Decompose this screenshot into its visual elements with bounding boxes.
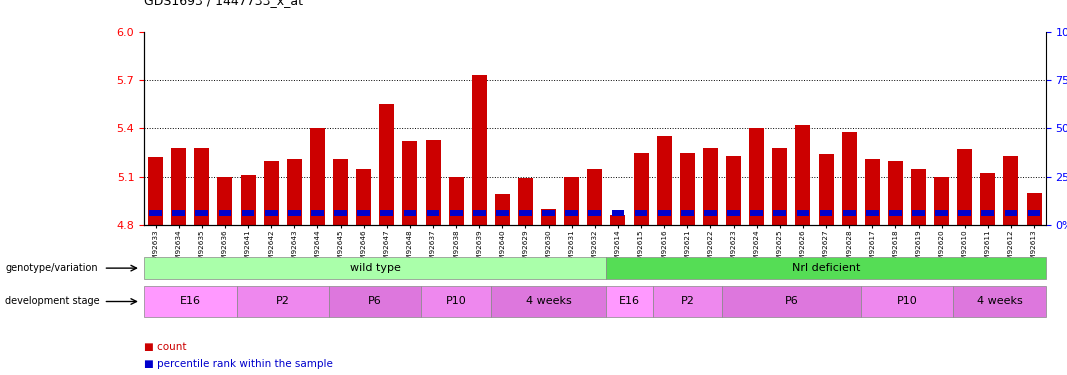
Bar (520, 210, 531, 216)
Bar (864, 159, 880, 225)
Bar (312, 210, 323, 216)
Bar (334, 210, 347, 216)
Text: 4 weeks: 4 weeks (526, 297, 572, 306)
Text: wild type: wild type (350, 263, 401, 273)
Bar (264, 160, 278, 225)
Bar (403, 210, 416, 216)
Bar (1028, 210, 1040, 216)
Text: ■ percentile rank within the sample: ■ percentile rank within the sample (144, 359, 333, 369)
Bar (450, 210, 462, 216)
Bar (797, 210, 809, 216)
Bar (589, 210, 601, 216)
Bar (496, 210, 509, 216)
Bar (958, 210, 971, 216)
Bar (541, 209, 556, 225)
Bar (934, 177, 950, 225)
Bar (357, 210, 370, 216)
Bar (635, 210, 648, 216)
Bar (427, 210, 440, 216)
Bar (402, 141, 417, 225)
Bar (818, 154, 833, 225)
Bar (1026, 193, 1041, 225)
Text: E16: E16 (179, 297, 201, 306)
Bar (982, 210, 994, 216)
Bar (774, 210, 786, 216)
Bar (680, 153, 695, 225)
Text: P6: P6 (368, 297, 382, 306)
Bar (517, 178, 534, 225)
Bar (842, 132, 857, 225)
Bar (240, 175, 256, 225)
Bar (566, 210, 578, 216)
Bar (912, 210, 925, 216)
Bar (728, 210, 739, 216)
Bar (773, 148, 787, 225)
Bar (265, 210, 277, 216)
Bar (658, 210, 670, 216)
Bar (795, 125, 811, 225)
Bar (957, 149, 972, 225)
Bar (634, 153, 649, 225)
Bar (148, 158, 163, 225)
Text: P6: P6 (784, 297, 798, 306)
Bar (656, 136, 672, 225)
Bar (1003, 156, 1019, 225)
Bar (309, 128, 325, 225)
Bar (242, 210, 254, 216)
Bar (194, 148, 209, 225)
Text: GDS1693 / 1447733_x_at: GDS1693 / 1447733_x_at (144, 0, 303, 8)
Bar (287, 159, 302, 225)
Text: Nrl deficient: Nrl deficient (792, 263, 860, 273)
Bar (726, 156, 742, 225)
Bar (356, 169, 371, 225)
Bar (888, 160, 903, 225)
Bar (473, 210, 485, 216)
Bar (981, 174, 996, 225)
Bar (611, 210, 624, 216)
Bar (426, 140, 441, 225)
Bar (218, 177, 233, 225)
Bar (750, 210, 763, 216)
Text: P2: P2 (275, 297, 290, 306)
Bar (587, 169, 603, 225)
Bar (173, 210, 185, 216)
Bar (843, 210, 856, 216)
Text: E16: E16 (619, 297, 640, 306)
Bar (703, 148, 718, 225)
Bar (333, 159, 348, 225)
Bar (681, 210, 694, 216)
Text: P10: P10 (446, 297, 466, 306)
Bar (889, 210, 902, 216)
Bar (448, 177, 464, 225)
Bar (288, 210, 301, 216)
Text: P2: P2 (681, 297, 695, 306)
Bar (749, 128, 764, 225)
Bar (704, 210, 717, 216)
Bar (542, 210, 555, 216)
Bar (171, 148, 187, 225)
Bar (819, 210, 832, 216)
Bar (195, 210, 208, 216)
Bar (866, 210, 878, 216)
Bar (472, 75, 487, 225)
Bar (219, 210, 232, 216)
Text: development stage: development stage (5, 297, 100, 306)
Bar (610, 215, 625, 225)
Bar (564, 177, 579, 225)
Bar (495, 194, 510, 225)
Text: ■ count: ■ count (144, 342, 187, 352)
Bar (379, 104, 395, 225)
Text: P10: P10 (896, 297, 918, 306)
Text: genotype/variation: genotype/variation (5, 263, 98, 273)
Text: 4 weeks: 4 weeks (976, 297, 1022, 306)
Bar (911, 169, 926, 225)
Bar (936, 210, 947, 216)
Bar (149, 210, 162, 216)
Bar (1005, 210, 1017, 216)
Bar (381, 210, 393, 216)
